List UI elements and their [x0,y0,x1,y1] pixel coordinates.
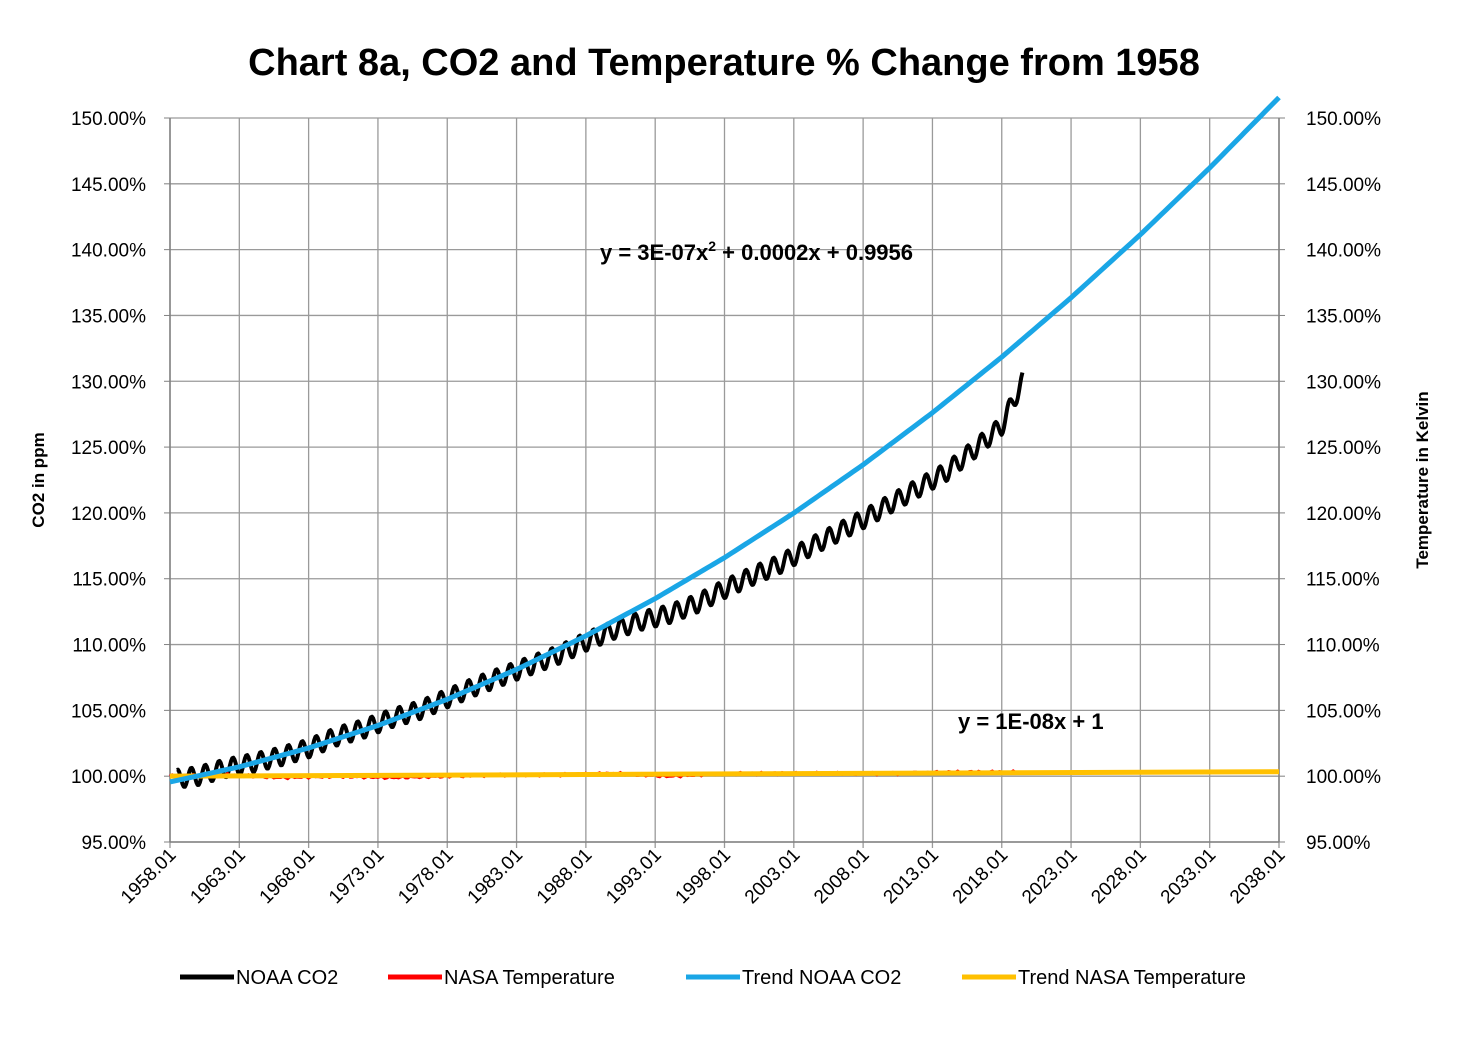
y-tick-label-left: 150.00% [71,109,146,130]
x-tick-label: 1978.01 [394,845,457,908]
temperature-trend-equation: y = 1E-08x + 1 [958,709,1104,734]
legend-label: Trend NASA Temperature [1018,967,1246,989]
x-tick-label: 1968.01 [256,845,319,908]
y-tick-label-left: 140.00% [71,241,146,262]
y-tick-label-left: 105.00% [71,701,146,722]
legend-label: NOAA CO2 [236,967,338,989]
x-tick-label: 1983.01 [464,845,527,908]
x-tick-label: 2033.01 [1157,845,1220,908]
y-tick-label-right: 130.00% [1306,372,1381,393]
x-axis-ticks: 1958.01 1963.01 1968.01 1973.01 1978.01 1983.… [117,845,1289,908]
y-tick-label-left: 145.00% [71,175,146,196]
y-tick-label-right: 145.00% [1306,175,1381,196]
x-tick-label: 2023.01 [1018,845,1081,908]
chart-title: Chart 8a, CO2 and Temperature % Change f… [248,42,1200,84]
series-layer [169,95,1281,789]
x-tick-label: 1998.01 [672,845,735,908]
gridlines [169,117,1280,848]
x-tick-label: 2018.01 [949,845,1012,908]
y-tick-label-right: 100.00% [1306,767,1381,788]
y-tick-label-left: 135.00% [71,306,146,327]
x-tick-label: 1973.01 [325,845,388,908]
y-tick-label-right: 135.00% [1306,306,1381,327]
y-tick-label-left: 125.00% [71,438,146,459]
x-tick-label: 2003.01 [741,845,804,908]
y-tick-label-left: 120.00% [71,504,146,525]
y-tick-label-right: 105.00% [1306,701,1381,722]
x-tick-label: 1963.01 [186,845,249,908]
x-tick-label: 2013.01 [880,845,943,908]
y-tick-label-left: 130.00% [71,372,146,393]
y-axis-left-ticks: 95.00% 100.00% 105.00% 110.00% 115.00% 120.00… [71,109,170,854]
legend-label: Trend NOAA CO2 [742,967,901,989]
x-tick-label: 1988.01 [533,845,596,908]
y-tick-label-left: 115.00% [72,570,146,591]
co2-equation-exponent: 2 [708,238,716,254]
x-tick-label: 1958.01 [117,845,180,908]
y-tick-label-left: 95.00% [82,833,147,854]
y-tick-label-left: 110.00% [72,636,146,657]
y-tick-label-right: 140.00% [1306,241,1381,262]
y-tick-label-right: 95.00% [1306,833,1371,854]
y-tick-label-left: 100.00% [71,767,146,788]
y-axis-left-label: CO2 in ppm [29,432,48,527]
co2-equation-part-1: y = 3E-07x [600,240,709,265]
legend-label: NASA Temperature [444,967,615,989]
y-axis-right-label: Temperature in Kelvin [1413,391,1432,568]
y-tick-label-right: 110.00% [1306,636,1380,657]
series-trend-nasa-temperature [169,769,1280,779]
x-tick-label: 2038.01 [1226,845,1289,908]
legend: NOAA CO2 NASA Temperature Trend NOAA CO2 Tr… [180,967,1246,989]
x-tick-label: 1993.01 [602,845,665,908]
y-tick-label-right: 120.00% [1306,504,1381,525]
co2-trend-equation: y = 3E-07x2 + 0.0002x + 0.9956 [600,238,913,265]
series-noaa-co2 [175,372,1025,789]
y-tick-label-right: 115.00% [1306,570,1380,591]
x-tick-label: 2008.01 [810,845,873,908]
y-tick-label-right: 150.00% [1306,109,1381,130]
y-tick-label-right: 125.00% [1306,438,1381,459]
y-axis-right-ticks: 95.00% 100.00% 105.00% 110.00% 115.00% 120.00… [1279,109,1381,854]
series-trend-noaa-co2 [169,95,1281,785]
co2-equation-part-2: + 0.0002x + 0.9956 [716,240,913,265]
x-tick-label: 2028.01 [1087,845,1150,908]
